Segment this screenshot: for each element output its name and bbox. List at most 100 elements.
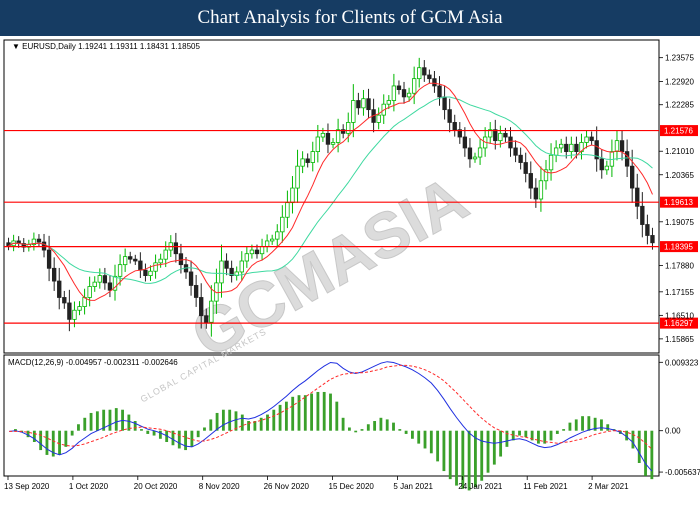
candle [330, 138, 336, 149]
candle [604, 160, 610, 175]
candle [432, 70, 437, 93]
candle [589, 131, 594, 146]
candle [315, 124, 320, 163]
candle [472, 152, 478, 163]
candle [594, 126, 599, 172]
candle [46, 235, 52, 282]
candle [67, 289, 72, 332]
level-label-bg [660, 317, 698, 329]
candle [645, 214, 650, 245]
candle [275, 224, 280, 247]
candle [188, 260, 194, 296]
candles-group [6, 57, 655, 337]
price-panel-frame [3, 39, 660, 354]
level-label-bg [660, 241, 698, 253]
candle [122, 248, 128, 272]
signal-line [9, 364, 653, 450]
candle [467, 138, 473, 168]
candle [193, 274, 199, 307]
macd-tick-label: 0.00 [665, 427, 681, 436]
date-tick-label: 20 Oct 2020 [134, 482, 178, 491]
candle [133, 254, 138, 265]
price-tick-label: 1.17880 [665, 261, 694, 270]
candle [640, 192, 645, 238]
level-label: 1.21576 [664, 127, 693, 136]
price-tick-label: 1.17155 [665, 288, 694, 297]
candle [102, 267, 108, 290]
candle [548, 143, 554, 181]
candle [447, 98, 452, 133]
price-tick-label: 1.22285 [665, 101, 694, 110]
candle [158, 253, 163, 268]
candle [229, 260, 234, 283]
price-tick-label: 1.16510 [665, 311, 694, 320]
candle [57, 267, 62, 310]
date-tick-label: 24 Jan 2021 [458, 482, 503, 491]
candle [178, 243, 184, 274]
level-label: 1.16297 [664, 319, 693, 328]
level-label-bg [660, 125, 698, 137]
candle [488, 122, 493, 144]
candle [77, 301, 82, 316]
macd-tick-label: 0.009323 [665, 358, 699, 367]
price-tick-label: 1.15865 [665, 335, 694, 344]
candle [401, 81, 407, 104]
candle [452, 114, 457, 137]
candle [477, 139, 483, 165]
candle [239, 251, 244, 281]
price-tick-label: 1.23575 [665, 54, 694, 63]
candle [148, 265, 153, 281]
candle [543, 159, 549, 190]
candle [406, 87, 412, 102]
candle [630, 149, 635, 203]
candle [209, 285, 214, 337]
candle [614, 130, 620, 161]
candle [305, 153, 310, 168]
date-tick-label: 11 Feb 2021 [523, 482, 568, 491]
candle [97, 268, 102, 289]
candle [31, 232, 37, 251]
candle [280, 205, 285, 243]
candle [112, 264, 118, 301]
candle [366, 88, 371, 119]
candle [559, 138, 564, 153]
candle [411, 66, 417, 105]
candle [117, 254, 123, 286]
candle [92, 276, 97, 292]
candle [244, 246, 250, 268]
levels-group: 1.21576 1.19613 1.18395 1.16297 [4, 125, 698, 329]
candle [564, 136, 569, 159]
candle [396, 80, 402, 95]
level-label: 1.18395 [664, 243, 693, 252]
candle [224, 253, 229, 276]
price-tick-label: 1.20365 [665, 171, 694, 180]
candle [87, 276, 92, 307]
macd-line [9, 361, 653, 472]
level-label-bg [660, 196, 698, 208]
candle [528, 161, 533, 199]
candle [513, 140, 518, 163]
candle [143, 263, 148, 282]
date-tick-label: 1 Oct 2020 [69, 482, 109, 491]
chart-area: GCMASIA GLOBAL CAPITAL MARKETS 1.21576 1.… [0, 36, 700, 500]
date-tick-label: 8 Nov 2020 [199, 482, 240, 491]
candle [376, 107, 381, 130]
candle [199, 283, 204, 329]
candle [584, 130, 589, 149]
candle [457, 122, 462, 144]
candle [204, 308, 209, 329]
candle [335, 118, 341, 153]
candle [361, 89, 366, 116]
candle [427, 69, 432, 84]
slow-moving-average-line [8, 96, 653, 284]
candle [635, 173, 640, 220]
candle [173, 232, 179, 263]
candle [270, 234, 275, 245]
price-tick-label: 1.19075 [665, 218, 694, 227]
candle [508, 127, 513, 157]
candle [538, 166, 544, 212]
candle [300, 151, 305, 174]
candle [599, 149, 604, 179]
moving-averages-group [8, 82, 653, 301]
chart-svg: GCMASIA GLOBAL CAPITAL MARKETS 1.215761.… [3, 39, 700, 491]
